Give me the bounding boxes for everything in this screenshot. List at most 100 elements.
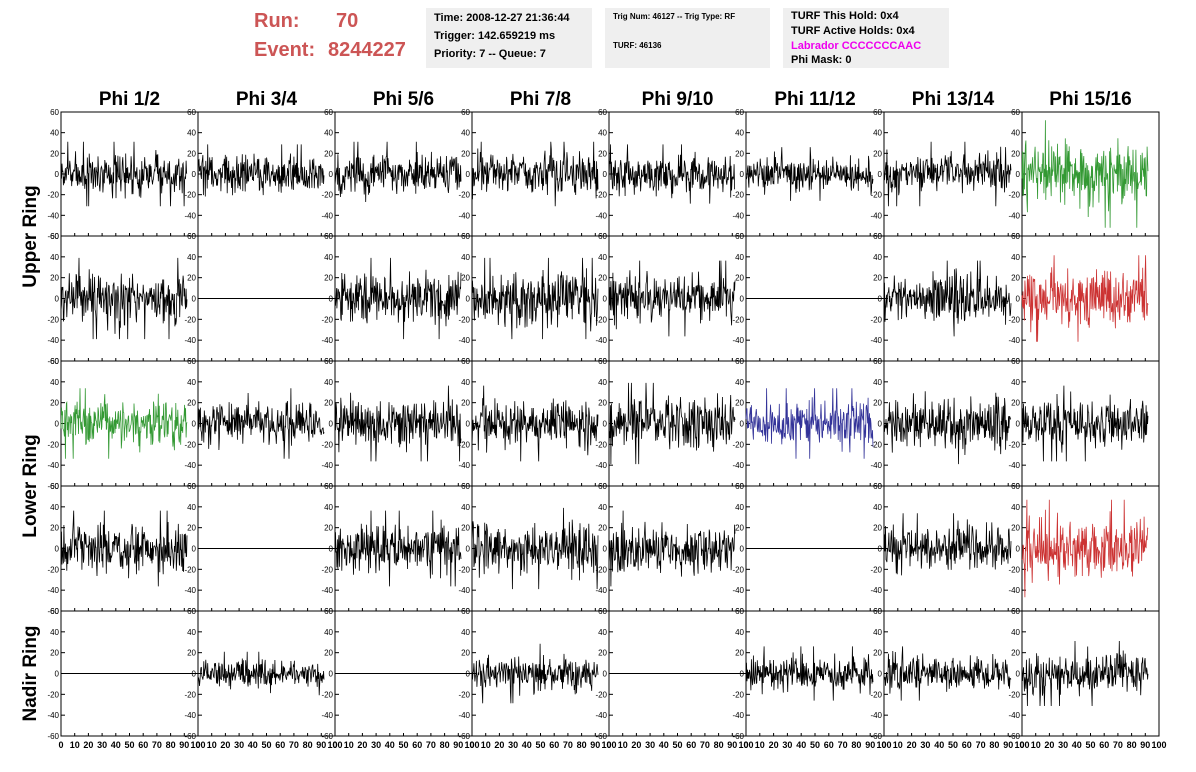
x-tick-label: 60	[962, 740, 972, 750]
y-tick-label: 60	[50, 607, 59, 616]
y-tick-label: 40	[1011, 628, 1020, 637]
turf-count-text: TURF: 46136	[613, 41, 662, 50]
y-tick-label: 0	[192, 295, 197, 304]
waveform-trace	[471, 141, 599, 207]
x-tick-label: 0	[332, 740, 337, 750]
panel-frame	[197, 610, 336, 737]
y-tick-label: 20	[1011, 649, 1020, 658]
x-tick-label: 90	[1003, 740, 1013, 750]
y-tick-label: 0	[878, 295, 883, 304]
y-tick-label: 60	[598, 108, 607, 117]
y-tick-label: -40	[321, 586, 333, 595]
y-tick-label: -20	[47, 690, 59, 699]
y-tick-label: 20	[187, 399, 196, 408]
waveform-trace	[608, 260, 736, 337]
x-tick-label: 70	[152, 740, 162, 750]
x-tick-label: 20	[494, 740, 504, 750]
x-tick-label: 10	[893, 740, 903, 750]
y-tick-label: 40	[50, 628, 59, 637]
y-tick-label: 40	[461, 378, 470, 387]
y-tick-label: -20	[47, 565, 59, 574]
x-tick-label: 90	[453, 740, 463, 750]
y-tick-label: 20	[187, 274, 196, 283]
waveform-trace	[334, 510, 462, 587]
y-tick-label: 40	[1011, 378, 1020, 387]
y-tick-label: 60	[873, 108, 882, 117]
y-tick-label: 60	[50, 357, 59, 366]
x-tick-label: 30	[920, 740, 930, 750]
y-tick-label: -40	[870, 336, 882, 345]
y-tick-label: -20	[1008, 690, 1020, 699]
y-tick-label: 0	[1016, 295, 1021, 304]
x-tick-label: 0	[195, 740, 200, 750]
y-tick-label: 60	[873, 232, 882, 241]
x-tick-label: 60	[412, 740, 422, 750]
y-tick-label: 0	[466, 295, 471, 304]
row-title: Nadir Ring	[20, 625, 41, 721]
y-tick-label: -40	[47, 711, 59, 720]
y-tick-label: 0	[466, 670, 471, 679]
y-tick-label: 20	[461, 649, 470, 658]
y-tick-label: -40	[321, 711, 333, 720]
x-tick-label: 40	[1072, 740, 1082, 750]
waveform-trace	[334, 385, 462, 462]
x-tick-label: 60	[1099, 740, 1109, 750]
y-tick-label: 60	[873, 607, 882, 616]
x-tick-label: 80	[851, 740, 861, 750]
waveform-trace	[608, 510, 736, 587]
y-tick-label: -40	[184, 211, 196, 220]
y-tick-label: 20	[187, 524, 196, 533]
y-tick-label: 40	[324, 253, 333, 262]
waveform-trace	[1021, 255, 1149, 342]
y-tick-label: -20	[184, 690, 196, 699]
y-tick-label: 20	[598, 274, 607, 283]
y-tick-label: 40	[873, 129, 882, 138]
y-tick-label: 20	[50, 274, 59, 283]
y-tick-label: -60	[1008, 732, 1020, 741]
y-tick-label: 60	[324, 232, 333, 241]
y-tick-label: 0	[192, 170, 197, 179]
y-tick-label: 40	[461, 129, 470, 138]
y-tick-label: 20	[873, 649, 882, 658]
y-tick-label: 40	[598, 503, 607, 512]
y-tick-label: 60	[598, 232, 607, 241]
y-tick-label: -20	[595, 440, 607, 449]
y-tick-label: -20	[732, 565, 744, 574]
panel-frame	[471, 111, 610, 237]
y-tick-label: 20	[324, 524, 333, 533]
column-title: Phi 5/6	[373, 89, 434, 110]
y-tick-label: 40	[1011, 129, 1020, 138]
y-tick-label: 40	[1011, 253, 1020, 262]
y-tick-label: 0	[740, 420, 745, 429]
y-tick-label: 40	[461, 628, 470, 637]
x-tick-label: 30	[645, 740, 655, 750]
x-tick-label: 90	[179, 740, 189, 750]
x-tick-label: 10	[207, 740, 217, 750]
waveform-trace	[1021, 640, 1149, 707]
x-tick-label: 30	[782, 740, 792, 750]
y-tick-label: 20	[598, 524, 607, 533]
trigger-text: Trigger: 142.659219 ms	[434, 30, 556, 42]
y-tick-label: -60	[47, 357, 59, 366]
x-tick-label: 20	[220, 740, 230, 750]
y-tick-label: -40	[184, 711, 196, 720]
y-tick-label: -40	[184, 586, 196, 595]
y-tick-label: 40	[598, 253, 607, 262]
y-tick-label: -20	[458, 440, 470, 449]
x-tick-label: 100	[190, 740, 205, 750]
y-tick-label: 20	[50, 524, 59, 533]
y-tick-label: 0	[1016, 545, 1021, 554]
x-tick-label: 20	[83, 740, 93, 750]
y-tick-label: 40	[598, 129, 607, 138]
x-tick-label: 90	[865, 740, 875, 750]
y-tick-label: 40	[873, 628, 882, 637]
y-tick-label: 60	[187, 108, 196, 117]
